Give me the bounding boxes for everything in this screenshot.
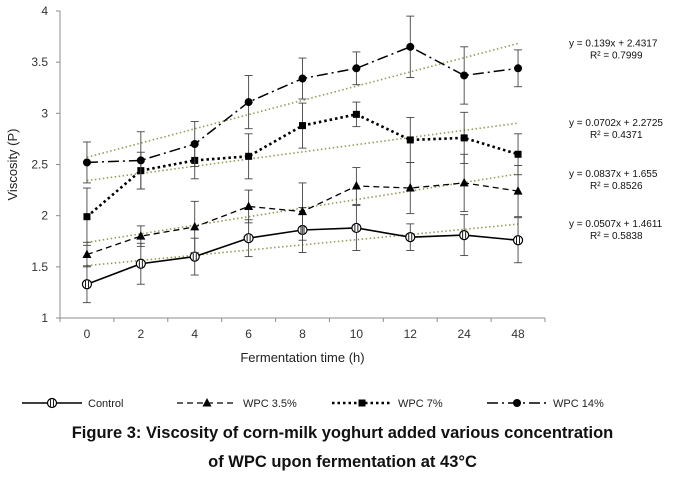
y-tick-label: 3 xyxy=(41,106,48,120)
trendline-r2: R² = 0.5838 xyxy=(590,231,643,242)
trendline-r2: R² = 0.8526 xyxy=(590,181,643,192)
x-tick-label: 4 xyxy=(191,327,198,341)
data-point xyxy=(460,71,469,80)
figure-caption-line-1: Figure 3: Viscosity of corn-milk yoghurt… xyxy=(71,424,614,442)
legend-label: WPC 14% xyxy=(553,398,604,410)
data-point xyxy=(189,251,200,262)
trendline-r2: R² = 0.4371 xyxy=(590,130,643,141)
data-point xyxy=(352,110,360,118)
data-point xyxy=(513,186,523,195)
x-axis-title: Fermentation time (h) xyxy=(240,350,364,365)
data-point xyxy=(406,136,414,144)
data-point xyxy=(405,183,415,192)
data-point xyxy=(136,156,145,165)
x-tick-label: 2 xyxy=(137,327,144,341)
figure-caption-line-2: of WPC upon fermentation at 43°C xyxy=(208,453,477,471)
trendline xyxy=(86,173,519,244)
data-point xyxy=(135,258,146,269)
x-tick-label: 6 xyxy=(245,327,252,341)
trendline-equation: y = 0.139x + 2.4317 xyxy=(569,38,658,49)
data-point xyxy=(298,206,307,216)
legend-label: WPC 3.5% xyxy=(243,398,297,410)
data-point xyxy=(351,222,362,234)
y-tick-label: 1.5 xyxy=(31,260,48,274)
x-tick-label: 8 xyxy=(299,327,306,341)
data-point xyxy=(351,180,361,190)
series-wpc-14- xyxy=(82,15,523,190)
trendline-equation: y = 0.0702x + 2.2725 xyxy=(569,118,663,129)
x-tick-label: 10 xyxy=(350,327,364,341)
data-point xyxy=(81,279,93,290)
data-point xyxy=(82,158,91,167)
data-point xyxy=(459,230,470,241)
data-point xyxy=(512,235,524,246)
data-point xyxy=(352,64,361,73)
data-point xyxy=(190,140,199,149)
y-tick-label: 2.5 xyxy=(31,158,48,172)
data-point xyxy=(358,399,366,407)
y-tick-label: 4 xyxy=(41,4,48,18)
data-point xyxy=(299,122,306,130)
chart-axes xyxy=(56,10,546,322)
data-point xyxy=(514,64,523,73)
series-layer xyxy=(81,15,524,304)
data-point xyxy=(136,231,146,240)
data-point xyxy=(243,233,254,244)
legend: Control WPC 3.5% WPC 7% WPC 14% xyxy=(22,397,604,410)
data-point xyxy=(460,134,468,142)
data-point xyxy=(514,150,522,158)
data-point xyxy=(46,397,58,409)
trendline-equation: y = 0.0507x + 1.4611 xyxy=(569,219,663,230)
y-tick-label: 2 xyxy=(41,209,48,223)
data-point xyxy=(298,74,307,83)
data-point xyxy=(83,213,91,221)
data-point xyxy=(513,399,521,407)
data-point xyxy=(202,398,212,407)
data-point xyxy=(190,221,200,231)
trendline-r2: R² = 0.7999 xyxy=(590,50,643,61)
x-tick-label: 24 xyxy=(457,327,471,341)
x-tick-label: 12 xyxy=(404,327,418,341)
data-point xyxy=(245,152,253,160)
y-tick-label: 3.5 xyxy=(31,55,48,69)
data-point xyxy=(405,232,416,243)
y-tick-label: 1 xyxy=(41,311,48,325)
trendline-equation: y = 0.0837x + 1.655 xyxy=(569,169,658,180)
series-control xyxy=(81,204,524,304)
data-point xyxy=(244,98,253,107)
legend-label: WPC 7% xyxy=(398,398,443,410)
y-axis-title: Viscosity (P) xyxy=(5,129,20,201)
data-point xyxy=(82,249,92,259)
series-line xyxy=(86,112,519,218)
x-tick-label: 48 xyxy=(511,327,525,341)
data-point xyxy=(459,177,469,187)
x-tick-label: 0 xyxy=(84,327,91,341)
data-point xyxy=(406,42,415,51)
legend-label: Control xyxy=(88,398,123,410)
data-point xyxy=(244,201,254,210)
trendline xyxy=(86,122,519,182)
